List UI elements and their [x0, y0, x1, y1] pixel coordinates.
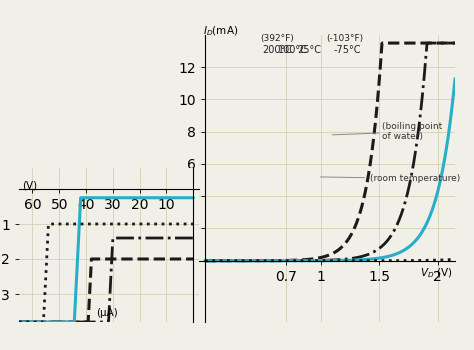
- Text: -75°C: -75°C: [333, 45, 361, 55]
- Text: (V): (V): [22, 181, 37, 191]
- Text: (-103°F): (-103°F): [326, 34, 363, 43]
- Text: (boiling point
of water): (boiling point of water): [332, 122, 442, 141]
- Text: (392°F): (392°F): [260, 34, 294, 43]
- Text: (room temperature): (room temperature): [320, 174, 460, 183]
- Text: (μA): (μA): [97, 308, 118, 319]
- Text: 25°C: 25°C: [298, 45, 321, 55]
- Text: 200°C: 200°C: [262, 45, 292, 55]
- Text: $V_D$ (V): $V_D$ (V): [420, 266, 453, 280]
- Text: $I_D$(mA): $I_D$(mA): [202, 25, 238, 38]
- Text: 100°C: 100°C: [278, 45, 308, 55]
